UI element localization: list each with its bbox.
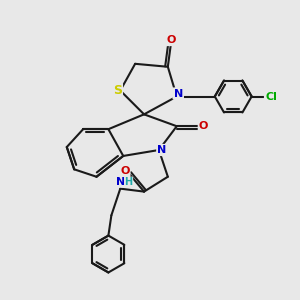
Text: H: H <box>124 177 133 187</box>
Text: Cl: Cl <box>265 92 277 101</box>
Text: N: N <box>157 145 167 155</box>
Text: N: N <box>174 88 183 98</box>
Text: O: O <box>120 166 129 176</box>
Text: O: O <box>199 121 208 131</box>
Text: N: N <box>116 177 125 187</box>
Text: O: O <box>166 35 176 45</box>
Text: S: S <box>113 84 122 97</box>
